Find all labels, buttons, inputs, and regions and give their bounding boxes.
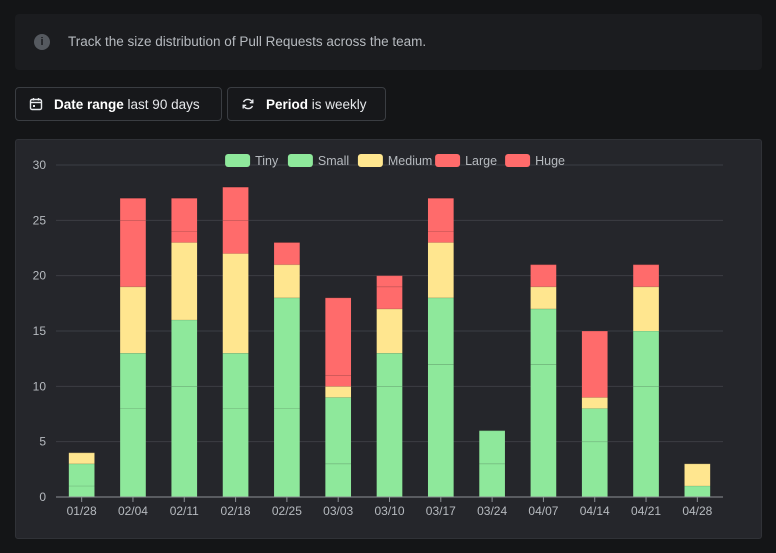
legend-swatch-large (435, 154, 461, 167)
legend-label-huge: Huge (535, 154, 565, 168)
bar-segment-small (222, 353, 249, 409)
bar-segment-tiny (222, 408, 249, 497)
calendar-icon (29, 98, 43, 111)
bar-segment-small (376, 353, 403, 387)
y-tick-label: 0 (39, 490, 46, 504)
bar-segment-small (325, 397, 352, 464)
bar-segment-huge (427, 198, 454, 232)
bar-segment-tiny (684, 485, 711, 497)
bar-segment-large (120, 220, 146, 287)
chart-panel: 0 5 10 15 20 25 30 01/28 02/04 02/11 02/18 02/25 03/… (15, 139, 762, 539)
y-tick-label: 25 (33, 213, 47, 227)
y-tick-label: 10 (33, 379, 47, 393)
info-banner: i Track the size distribution of Pull Re… (15, 14, 762, 70)
bar-segment-small (427, 297, 454, 365)
x-tick-label: 04/14 (580, 504, 610, 518)
date-range-label: Date range (54, 97, 124, 112)
bar-segment-small (68, 463, 95, 486)
x-tick-label: 04/28 (682, 504, 712, 518)
bar-segment-tiny (633, 386, 659, 497)
legend-label-large: Large (465, 154, 497, 168)
x-tick-label: 03/10 (374, 504, 404, 518)
bar-segment-huge (325, 297, 352, 376)
period-button[interactable]: Period is weekly (227, 87, 386, 121)
bar-segment-huge (171, 198, 198, 232)
period-value: is weekly (311, 97, 367, 112)
bar-segment-large (171, 231, 198, 243)
bar-segment-huge (120, 198, 146, 221)
bar-segment-huge (581, 331, 608, 398)
bar-segment-medium (684, 463, 711, 486)
period-label: Period (266, 97, 309, 112)
legend-label-medium: Medium (388, 154, 432, 168)
bar-segment-medium (171, 242, 198, 320)
x-tick-label: 03/17 (426, 504, 456, 518)
info-icon: i (34, 34, 50, 50)
bar-segment-large (222, 220, 249, 254)
x-tick-label: 04/21 (631, 504, 661, 518)
bar-segment-medium (68, 452, 95, 464)
bar-segment-huge (376, 275, 403, 287)
bar-segment-large (633, 264, 659, 287)
legend-swatch-tiny (225, 154, 251, 167)
bar-segment-small (479, 430, 505, 464)
bar-segment-large (530, 264, 557, 287)
legend-swatch-medium (357, 154, 383, 167)
y-tick-label: 30 (33, 158, 47, 172)
bar-segment-large (325, 375, 352, 387)
x-tick-label: 04/07 (528, 504, 558, 518)
bar-segment-medium (222, 253, 249, 354)
bar-segment-tiny (479, 463, 505, 497)
bar-segment-tiny (530, 364, 557, 497)
bar-segment-tiny (376, 386, 403, 497)
bar-segment-large (427, 231, 454, 243)
bar-segment-tiny (581, 441, 608, 497)
bar-segment-large (376, 286, 403, 309)
bar-segment-medium (427, 242, 454, 298)
bar-segment-medium (376, 308, 403, 354)
bar-segment-tiny (120, 408, 146, 497)
refresh-icon (242, 98, 254, 110)
legend-swatch-small (287, 154, 313, 167)
bar-segment-small (120, 353, 146, 409)
bar-segment-tiny (68, 485, 95, 497)
bar-segment-medium (274, 264, 300, 298)
x-tick-label: 01/28 (67, 504, 97, 518)
bar-segment-medium (581, 397, 608, 409)
bar-segment-huge (222, 187, 249, 221)
x-tick-label: 02/25 (272, 504, 302, 518)
x-tick-label: 03/03 (323, 504, 353, 518)
bar-segment-medium (120, 286, 146, 354)
bar-segment-tiny (325, 463, 352, 497)
date-range-button[interactable]: Date range last 90 days (15, 87, 222, 121)
bar-segment-tiny (171, 386, 198, 497)
legend-label-tiny: Tiny (255, 154, 279, 168)
bar-segment-medium (325, 386, 352, 398)
bar-segment-tiny (274, 408, 300, 497)
bar-segment-tiny (427, 364, 454, 497)
y-tick-label: 15 (33, 324, 47, 338)
y-tick-label: 20 (33, 269, 47, 283)
y-tick-label: 5 (39, 435, 46, 449)
bar-segment-small (171, 319, 198, 387)
stacked-bar-chart: 0 5 10 15 20 25 30 01/28 02/04 02/11 02/18 02/25 03/… (33, 154, 723, 518)
legend-swatch-huge (505, 154, 531, 167)
bar-segment-small (274, 297, 300, 409)
x-tick-label: 02/18 (221, 504, 251, 518)
x-tick-label: 03/24 (477, 504, 507, 518)
info-text: Track the size distribution of Pull Requ… (68, 34, 427, 49)
bar-segment-medium (530, 286, 557, 309)
bar-segment-small (530, 308, 557, 365)
bar-segment-small (581, 408, 608, 442)
bar-segment-small (633, 331, 659, 387)
legend-label-small: Small (318, 154, 349, 168)
x-tick-label: 02/11 (170, 504, 199, 518)
date-range-value: last 90 days (127, 97, 200, 112)
x-tick-label: 02/04 (118, 504, 148, 518)
bar-segment-large (274, 242, 300, 265)
bar-segment-medium (633, 286, 659, 331)
